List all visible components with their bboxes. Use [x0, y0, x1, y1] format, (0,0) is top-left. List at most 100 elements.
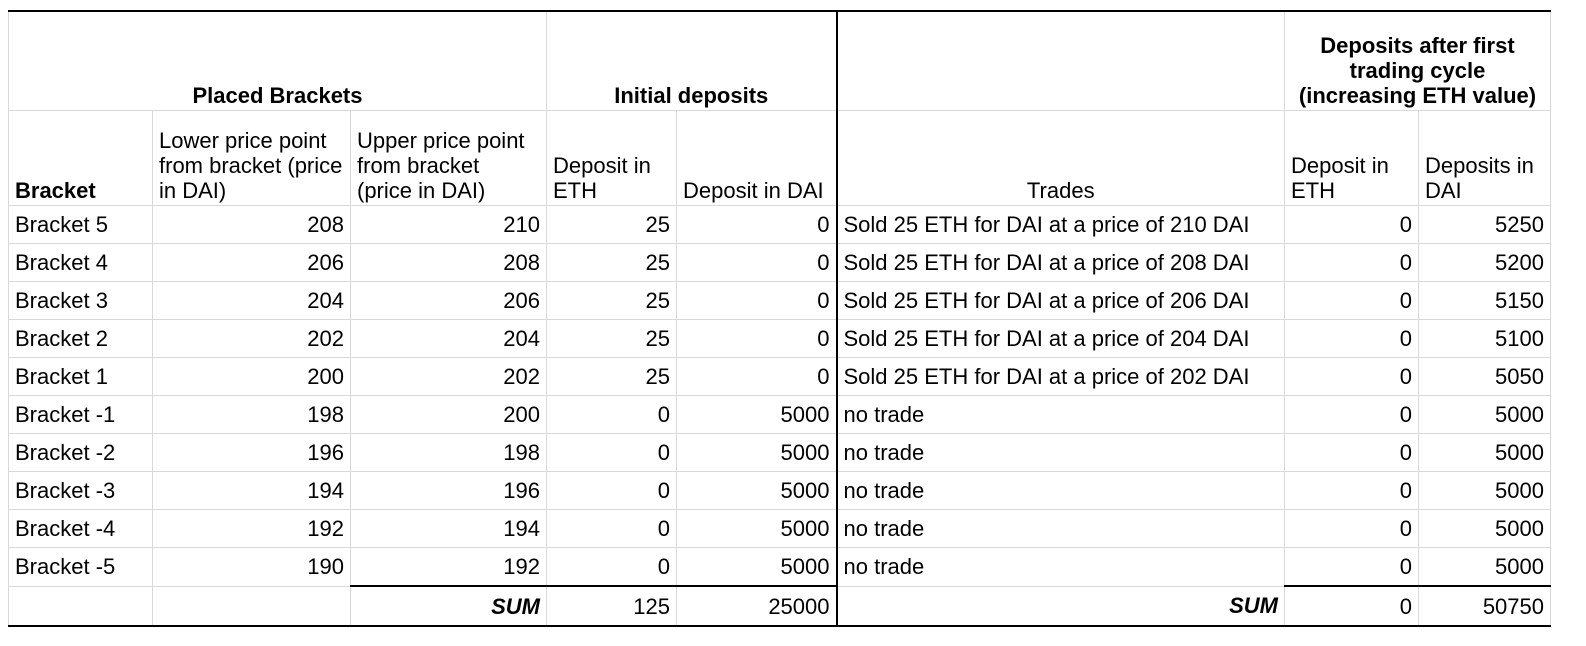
bracket-cell[interactable]: Bracket 4: [8, 243, 153, 282]
after-dai-cell[interactable]: 5200: [1418, 243, 1551, 282]
deposit-eth-cell[interactable]: 0: [546, 547, 677, 587]
after-dai-cell[interactable]: 5000: [1418, 471, 1551, 510]
trade-cell[interactable]: Sold 25 ETH for DAI at a price of 204 DA…: [835, 319, 1285, 358]
upper-price-cell[interactable]: 208: [350, 243, 547, 282]
trade-cell[interactable]: Sold 25 ETH for DAI at a price of 208 DA…: [835, 243, 1285, 282]
deposit-dai-cell[interactable]: 0: [676, 205, 837, 244]
after-dai-cell[interactable]: 5000: [1418, 433, 1551, 472]
deposit-dai-cell[interactable]: 0: [676, 243, 837, 282]
lower-price-cell[interactable]: 190: [152, 547, 351, 587]
upper-price-cell[interactable]: 198: [350, 433, 547, 472]
lower-price-cell[interactable]: 208: [152, 205, 351, 244]
trade-cell[interactable]: Sold 25 ETH for DAI at a price of 210 DA…: [835, 205, 1285, 244]
bracket-header[interactable]: Bracket: [8, 110, 153, 206]
deposit-dai-cell[interactable]: 0: [676, 357, 837, 396]
deposit-eth-cell[interactable]: 25: [546, 205, 677, 244]
after-dai-cell[interactable]: 5050: [1418, 357, 1551, 396]
trade-cell[interactable]: no trade: [835, 471, 1285, 510]
trades-group-header[interactable]: [835, 10, 1285, 111]
deposit-dai-header[interactable]: Deposit in DAI: [676, 110, 837, 206]
lower-price-cell[interactable]: 198: [152, 395, 351, 434]
empty-cell[interactable]: [8, 585, 153, 627]
bracket-cell[interactable]: Bracket 1: [8, 357, 153, 396]
upper-price-cell[interactable]: 206: [350, 281, 547, 320]
after-eth-cell[interactable]: 0: [1284, 243, 1419, 282]
deposit-eth-cell[interactable]: 25: [546, 281, 677, 320]
after-dai-cell[interactable]: 5250: [1418, 205, 1551, 244]
empty-cell[interactable]: [152, 585, 351, 627]
placed-brackets-header[interactable]: Placed Brackets: [8, 10, 547, 111]
upper-price-header[interactable]: Upper price point from bracket (price in…: [350, 110, 547, 206]
after-eth-cell[interactable]: 0: [1284, 395, 1419, 434]
bracket-cell[interactable]: Bracket -1: [8, 395, 153, 434]
trade-cell[interactable]: no trade: [835, 433, 1285, 472]
deposit-dai-cell[interactable]: 5000: [676, 471, 837, 510]
bracket-cell[interactable]: Bracket 2: [8, 319, 153, 358]
upper-price-cell[interactable]: 196: [350, 471, 547, 510]
trade-cell[interactable]: no trade: [835, 509, 1285, 548]
upper-price-cell[interactable]: 194: [350, 509, 547, 548]
deposit-eth-cell[interactable]: 0: [546, 395, 677, 434]
deposits-after-header[interactable]: Deposits after first trading cycle (incr…: [1284, 10, 1551, 111]
bracket-cell[interactable]: Bracket -5: [8, 547, 153, 587]
trades-header[interactable]: Trades: [835, 110, 1285, 206]
bracket-cell[interactable]: Bracket -3: [8, 471, 153, 510]
trade-cell[interactable]: no trade: [835, 547, 1285, 587]
lower-price-cell[interactable]: 202: [152, 319, 351, 358]
deposit-eth-cell[interactable]: 0: [546, 433, 677, 472]
deposit-eth-cell[interactable]: 25: [546, 357, 677, 396]
deposit-eth-cell[interactable]: 25: [546, 243, 677, 282]
after-dai-cell[interactable]: 5000: [1418, 395, 1551, 434]
sum-after-dai-cell[interactable]: 50750: [1418, 585, 1551, 627]
after-dai-cell[interactable]: 5150: [1418, 281, 1551, 320]
after-eth-cell[interactable]: 0: [1284, 433, 1419, 472]
bracket-cell[interactable]: Bracket 3: [8, 281, 153, 320]
after-eth-cell[interactable]: 0: [1284, 319, 1419, 358]
deposit-dai-cell[interactable]: 5000: [676, 509, 837, 548]
after-eth-header[interactable]: Deposit in ETH: [1284, 110, 1419, 206]
upper-price-cell[interactable]: 200: [350, 395, 547, 434]
deposit-dai-cell[interactable]: 5000: [676, 547, 837, 587]
lower-price-cell[interactable]: 192: [152, 509, 351, 548]
after-dai-cell[interactable]: 5000: [1418, 509, 1551, 548]
after-dai-cell[interactable]: 5100: [1418, 319, 1551, 358]
bracket-cell[interactable]: Bracket -4: [8, 509, 153, 548]
after-eth-cell[interactable]: 0: [1284, 357, 1419, 396]
sum-eth-cell[interactable]: 125: [546, 585, 677, 627]
after-eth-cell[interactable]: 0: [1284, 547, 1419, 587]
sum-label[interactable]: SUM: [350, 585, 547, 627]
deposit-eth-cell[interactable]: 0: [546, 471, 677, 510]
deposit-eth-header[interactable]: Deposit in ETH: [546, 110, 677, 206]
lower-price-cell[interactable]: 200: [152, 357, 351, 396]
bracket-cell[interactable]: Bracket 5: [8, 205, 153, 244]
deposit-dai-cell[interactable]: 5000: [676, 395, 837, 434]
deposit-eth-cell[interactable]: 0: [546, 509, 677, 548]
deposit-eth-cell[interactable]: 25: [546, 319, 677, 358]
lower-price-cell[interactable]: 194: [152, 471, 351, 510]
sum-after-eth-cell[interactable]: 0: [1284, 585, 1419, 627]
lower-price-cell[interactable]: 206: [152, 243, 351, 282]
lower-price-cell[interactable]: 196: [152, 433, 351, 472]
sum-label-trades[interactable]: SUM: [835, 585, 1285, 627]
deposit-dai-cell[interactable]: 0: [676, 281, 837, 320]
upper-price-cell[interactable]: 204: [350, 319, 547, 358]
after-eth-cell[interactable]: 0: [1284, 471, 1419, 510]
lower-price-header[interactable]: Lower price point from bracket (price in…: [152, 110, 351, 206]
trade-cell[interactable]: Sold 25 ETH for DAI at a price of 202 DA…: [835, 357, 1285, 396]
trade-cell[interactable]: Sold 25 ETH for DAI at a price of 206 DA…: [835, 281, 1285, 320]
initial-deposits-header[interactable]: Initial deposits: [546, 10, 837, 111]
bracket-cell[interactable]: Bracket -2: [8, 433, 153, 472]
upper-price-cell[interactable]: 210: [350, 205, 547, 244]
deposit-dai-cell[interactable]: 0: [676, 319, 837, 358]
after-dai-cell[interactable]: 5000: [1418, 547, 1551, 587]
after-dai-header[interactable]: Deposits in DAI: [1418, 110, 1551, 206]
trade-cell[interactable]: no trade: [835, 395, 1285, 434]
upper-price-cell[interactable]: 192: [350, 547, 547, 587]
after-eth-cell[interactable]: 0: [1284, 509, 1419, 548]
upper-price-cell[interactable]: 202: [350, 357, 547, 396]
sum-dai-cell[interactable]: 25000: [676, 585, 837, 627]
after-eth-cell[interactable]: 0: [1284, 205, 1419, 244]
lower-price-cell[interactable]: 204: [152, 281, 351, 320]
after-eth-cell[interactable]: 0: [1284, 281, 1419, 320]
deposit-dai-cell[interactable]: 5000: [676, 433, 837, 472]
